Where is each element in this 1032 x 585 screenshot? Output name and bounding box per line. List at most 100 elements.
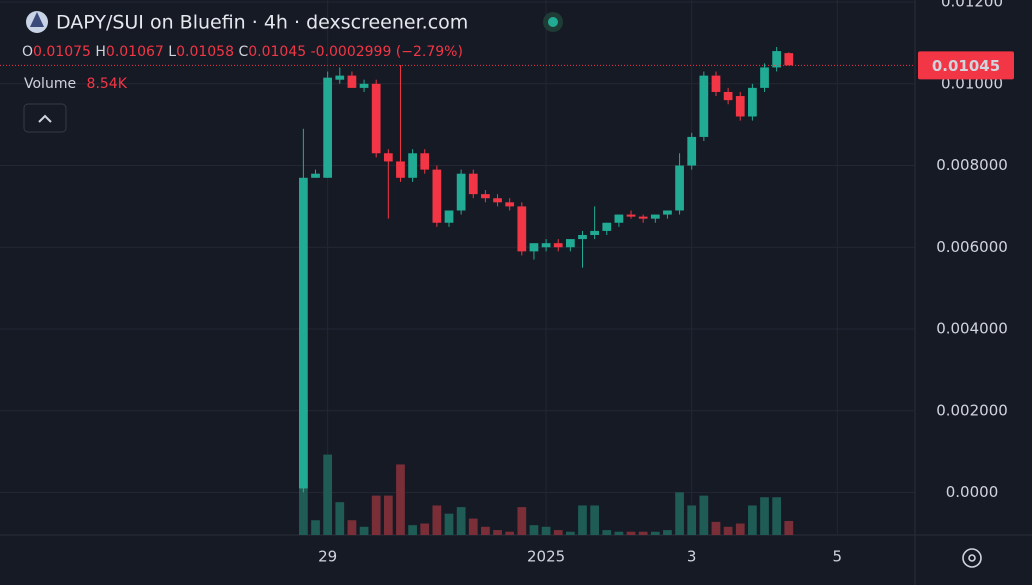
volume-value: 8.54K [87,76,128,92]
x-tick-label: 5 [833,548,843,566]
candle-body [735,96,745,117]
volume-bar [626,531,636,535]
candle-body [663,210,672,215]
axes: 0.012000.010000.0080000.0060000.0040000.… [0,0,1014,566]
volume-bar [541,526,551,535]
candle-body [517,206,527,252]
ohlc-legend: O0.01075 H0.01067 L0.01058 C0.01045 -0.0… [22,44,463,60]
settings-icon[interactable] [962,548,982,568]
volume-legend: Volume 8.54K [24,76,128,92]
x-tick-label: 2025 [527,548,565,566]
candle-body [772,51,782,68]
last-price-tag [918,51,1014,80]
y-tick-label: 0.0000 [946,483,999,501]
volume-bar [760,497,769,535]
volume-bar [505,531,515,535]
candle-body [311,173,320,178]
y-tick-label: 0.002000 [936,401,1008,419]
candle-body [748,87,757,117]
legend-key: O [22,44,33,60]
candle-body [347,75,357,88]
pair-logo-icon [30,12,44,27]
legend-value: 0.01067 [106,44,164,60]
candle-layer [299,47,794,493]
legend-value: 0.01075 [33,44,91,60]
volume-bar [311,520,320,535]
x-tick-label: 3 [687,548,697,566]
y-tick-label: 0.008000 [936,156,1008,174]
volume-bar [553,530,563,535]
candle-body [335,75,345,80]
candle-body [711,75,721,92]
collapse-icon [38,114,52,123]
volume-bar [748,505,757,535]
last-price-label: 0.01045 [932,57,1000,75]
volume-bar [396,464,405,535]
legend-key: L [168,44,176,60]
candle-body [687,136,697,166]
candle-body [614,214,624,223]
volume-bar [602,530,612,535]
candle-body [299,177,308,489]
volume-bar [517,507,527,535]
volume-bar [735,523,745,535]
volume-bar [723,526,733,535]
candle-body [371,83,381,154]
candle-body [359,83,369,88]
volume-bar [323,454,333,535]
header: DAPY/SUI on Bluefin · 4h · dexscreener.c… [22,11,563,133]
candle-body [396,161,405,178]
volume-bar [578,505,587,535]
candle-body [699,75,709,137]
x-tick-label: 29 [318,548,337,566]
legend-key: H [95,44,106,60]
volume-bar [565,531,575,535]
volume-bar [650,531,660,535]
legend-change: -0.0002999 (−2.79%) [311,44,463,60]
collapse-button[interactable] [23,103,67,133]
volume-bar [444,513,454,535]
candle-body [578,235,587,240]
candle-body [505,202,515,207]
candle-body [784,53,794,66]
volume-bar [347,520,357,535]
volume-bar [371,495,381,535]
volume-bar [408,525,417,535]
candle-body [493,198,502,203]
candle-body [541,243,551,248]
y-tick-label: 0.004000 [936,320,1008,338]
volume-bar [335,502,345,535]
candle-body [529,243,539,252]
volume-bar [432,505,442,535]
settings-icon-center [968,554,976,562]
candle-body [468,173,478,195]
candle-body [602,222,612,231]
legend-key: C [238,44,248,60]
volume-bar [493,530,502,535]
candle-body [420,153,430,170]
volume-bar [699,495,709,535]
status-dot [548,17,558,27]
volume-bar [675,492,684,535]
candle-body [723,91,733,101]
volume-bar [663,530,672,535]
volume-bar [784,520,794,535]
candle-body [456,173,466,211]
volume-bar [420,523,430,535]
volume-bar [468,518,478,535]
legend-value: 0.01045 [248,44,306,60]
candle-body [408,153,417,178]
candle-body [432,169,442,223]
candle-body [553,243,563,248]
candle-body [760,67,769,88]
volume-bar [481,526,490,535]
settings[interactable] [962,548,982,568]
chart-title: DAPY/SUI on Bluefin · 4h · dexscreener.c… [56,12,468,34]
volume-bar [383,495,393,535]
candle-body [638,216,648,219]
volume-bar [614,531,624,535]
volume-label: Volume [24,76,76,92]
volume-bar [456,507,466,535]
volume-bar [590,505,599,535]
